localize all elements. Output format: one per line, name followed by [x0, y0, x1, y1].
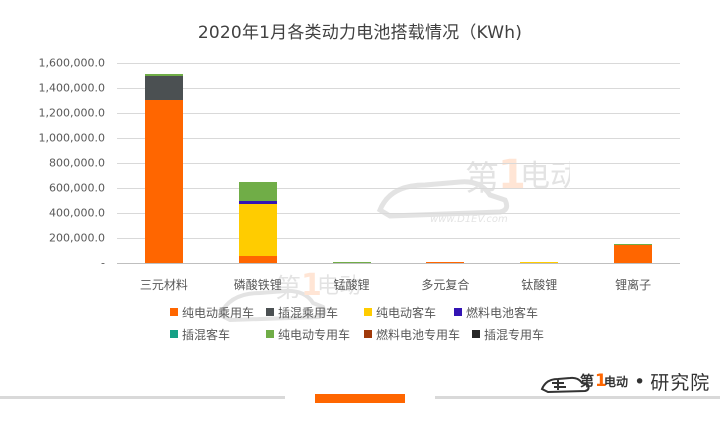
legend-label: 纯电动专用车: [278, 327, 351, 342]
gridline: [117, 88, 680, 89]
brand-car-logo-icon: 第 1 电动: [540, 371, 628, 393]
legend-label: 纯电动乘用车: [182, 305, 255, 320]
legend-swatch-icon: [170, 330, 178, 338]
svg-text:第: 第: [580, 373, 594, 390]
brand-suffix: 研究院: [650, 372, 711, 394]
legend-swatch-icon: [170, 308, 178, 316]
legend-label: 插混客车: [182, 327, 231, 342]
gridline: [117, 138, 680, 139]
y-tick-label: 1,000,000.0: [38, 131, 105, 145]
y-tick-label: -: [101, 256, 105, 270]
legend-label: 插混专用车: [484, 327, 545, 342]
legend-item: 纯电动客车: [364, 304, 454, 321]
legend-item: 纯电动乘用车: [170, 304, 266, 321]
y-tick-label: 400,000.0: [49, 206, 105, 220]
footer-brand: 第 1 电动 • 研究院: [540, 368, 710, 395]
gridline: [117, 113, 680, 114]
bar-segment: [332, 261, 371, 263]
x-tick-label: 磷酸铁锂: [233, 278, 282, 292]
legend-row-2: 插混客车 纯电动专用车 燃料电池专用车 插混专用车: [170, 323, 590, 345]
svg-text:电动: 电动: [604, 374, 628, 389]
y-tick-label: 600,000.0: [49, 181, 105, 195]
bar-stack: [332, 261, 371, 263]
bar-segment: [144, 74, 183, 76]
legend-item: 插混专用车: [472, 326, 544, 343]
legend-item: 插混客车: [170, 326, 266, 343]
bar-stack: [144, 74, 183, 263]
bar-segment: [238, 204, 277, 256]
bar-segment: [614, 245, 653, 263]
bar-stack: [614, 244, 653, 263]
x-tick-label: 三元材料: [139, 278, 188, 292]
legend-row-1: 纯电动乘用车 插混乘用车 纯电动客车 燃料电池客车: [170, 301, 590, 323]
y-tick-label: 1,600,000.0: [38, 56, 105, 70]
x-tick-label: 多元复合: [421, 278, 470, 292]
legend-swatch-icon: [454, 308, 462, 316]
legend-item: 燃料电池客车: [454, 304, 538, 321]
bar-segment: [238, 201, 277, 204]
footer-divider-right: [435, 396, 720, 399]
legend-swatch-icon: [472, 330, 480, 338]
bar-stack: [520, 262, 559, 263]
legend-item: 燃料电池专用车: [364, 326, 472, 343]
legend-swatch-icon: [364, 308, 372, 316]
legend-swatch-icon: [266, 308, 274, 316]
x-tick-label: 锂离子: [615, 278, 652, 292]
gridline: [117, 238, 680, 239]
gridline: [117, 63, 680, 64]
bar-segment: [144, 100, 183, 263]
gridline: [117, 163, 680, 164]
plot-area: [117, 63, 680, 264]
legend-label: 燃料电池专用车: [376, 327, 461, 342]
x-tick-label: 锰酸锂: [333, 278, 370, 292]
legend-label: 插混乘用车: [278, 305, 339, 320]
svg-text:1: 1: [595, 371, 607, 391]
bar-segment: [520, 262, 559, 263]
bar-segment: [614, 244, 653, 245]
gridline: [117, 188, 680, 189]
svg-text:1: 1: [301, 268, 322, 303]
legend-item: 插混乘用车: [266, 304, 364, 321]
y-tick-label: 800,000.0: [49, 156, 105, 170]
legend-item: 纯电动专用车: [266, 326, 364, 343]
y-tick-label: 200,000.0: [49, 231, 105, 245]
bar-stack: [238, 182, 277, 263]
x-tick-label: 钛酸锂: [521, 278, 558, 292]
bar-segment: [238, 256, 277, 263]
legend-swatch-icon: [266, 330, 274, 338]
gridline: [117, 213, 680, 214]
bar-segment: [238, 182, 277, 201]
legend-label: 纯电动客车: [376, 305, 437, 320]
legend-swatch-icon: [364, 330, 372, 338]
footer-accent-bar: [315, 394, 405, 403]
bar-segment: [426, 262, 465, 263]
bar-segment: [144, 76, 183, 100]
chart-title: 2020年1月各类动力电池搭载情况（KWh): [197, 23, 523, 43]
footer-divider-left: [0, 396, 285, 399]
y-tick-label: 1,400,000.0: [38, 81, 105, 95]
brand-separator: •: [634, 370, 647, 393]
bar-stack: [426, 262, 465, 263]
y-tick-label: 1,200,000.0: [38, 106, 105, 120]
chart-legend: 纯电动乘用车 插混乘用车 纯电动客车 燃料电池客车 插混客车 纯电动专用车 燃料…: [170, 301, 590, 345]
legend-label: 燃料电池客车: [466, 305, 539, 320]
x-axis-line: [117, 263, 680, 264]
